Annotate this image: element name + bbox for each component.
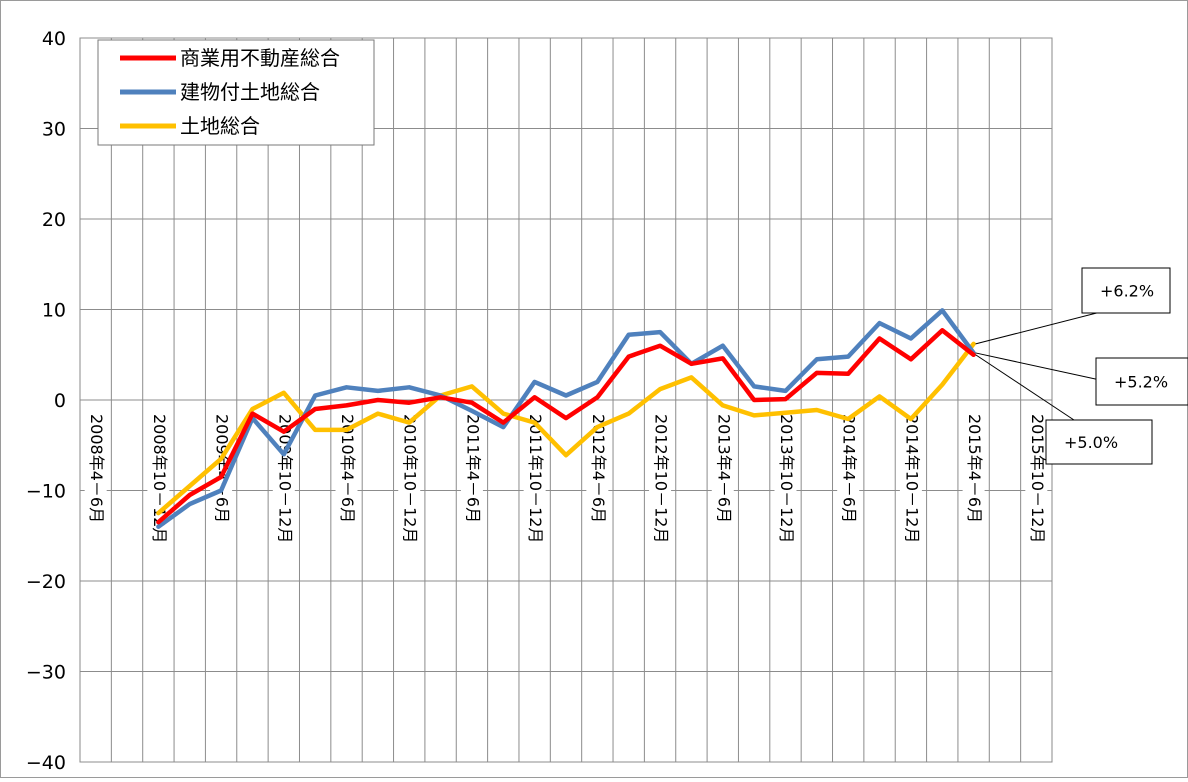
- x-label-background: [398, 410, 421, 578]
- x-label-background: [586, 410, 609, 578]
- y-tick-label: −40: [26, 752, 66, 774]
- annotation-leader: [975, 354, 1081, 425]
- annotation-callout: +5.0%: [1064, 433, 1118, 452]
- x-label-background: [1025, 410, 1048, 578]
- x-tick-label: 2013年4－6月: [714, 414, 733, 523]
- x-tick-label: 2010年4－6月: [338, 414, 357, 523]
- x-label-background: [649, 410, 672, 578]
- x-label-background: [711, 410, 734, 578]
- x-label-background: [774, 410, 797, 578]
- y-tick-label: 10: [42, 300, 66, 322]
- x-label-background: [460, 410, 483, 578]
- annotation-box: [1081, 267, 1171, 314]
- y-tick-label: 20: [42, 209, 66, 231]
- annotation-callout: +5.2%: [1114, 373, 1168, 392]
- annotation-box: [1045, 419, 1153, 465]
- x-tick-label: 2011年4－6月: [463, 414, 482, 523]
- x-label-background: [962, 410, 985, 578]
- x-label-background: [523, 410, 546, 578]
- y-tick-label: 0: [54, 390, 66, 412]
- x-tick-label: 2015年4－6月: [965, 414, 984, 523]
- series-line: [156, 341, 976, 516]
- x-tick-label: 2009年4－6月: [213, 414, 232, 523]
- annotation-leader: [975, 352, 1101, 381]
- x-tick-label: 2014年10－12月: [902, 414, 921, 543]
- legend-label: 土地総合: [180, 114, 260, 138]
- y-tick-label: 30: [42, 119, 66, 141]
- legend-label: 建物付土地総合: [180, 80, 320, 104]
- series-line: [156, 328, 976, 525]
- x-label-background: [335, 410, 358, 578]
- x-tick-label: 2008年4－6月: [87, 414, 106, 523]
- y-tick-label: −30: [26, 662, 66, 684]
- y-tick-label: −10: [26, 481, 66, 503]
- x-label-background: [837, 410, 860, 578]
- y-tick-label: −20: [26, 571, 66, 593]
- x-tick-label: 2015年10－12月: [1028, 414, 1047, 543]
- series-line: [156, 308, 976, 529]
- x-tick-label: 2014年4－6月: [840, 414, 859, 523]
- x-tick-label: 2011年10－12月: [526, 414, 545, 543]
- x-label-background: [147, 410, 170, 578]
- x-label-background: [272, 410, 295, 578]
- annotation-callout: +6.2%: [1100, 282, 1154, 301]
- annotation-box: [1095, 357, 1188, 406]
- x-tick-label: 2012年4－6月: [589, 414, 608, 523]
- x-tick-label: 2013年10－12月: [777, 414, 796, 543]
- x-label-background: [899, 410, 922, 578]
- y-tick-label: 40: [42, 28, 66, 50]
- legend-label: 商業用不動産総合: [180, 46, 340, 70]
- x-label-background: [84, 410, 107, 578]
- x-tick-label: 2010年10－12月: [401, 414, 420, 543]
- x-tick-label: 2012年10－12月: [652, 414, 671, 543]
